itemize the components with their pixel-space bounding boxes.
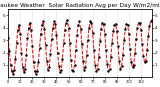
Title: Milwaukee Weather  Solar Radiation Avg per Day W/m2/minute: Milwaukee Weather Solar Radiation Avg pe… [0,3,160,8]
